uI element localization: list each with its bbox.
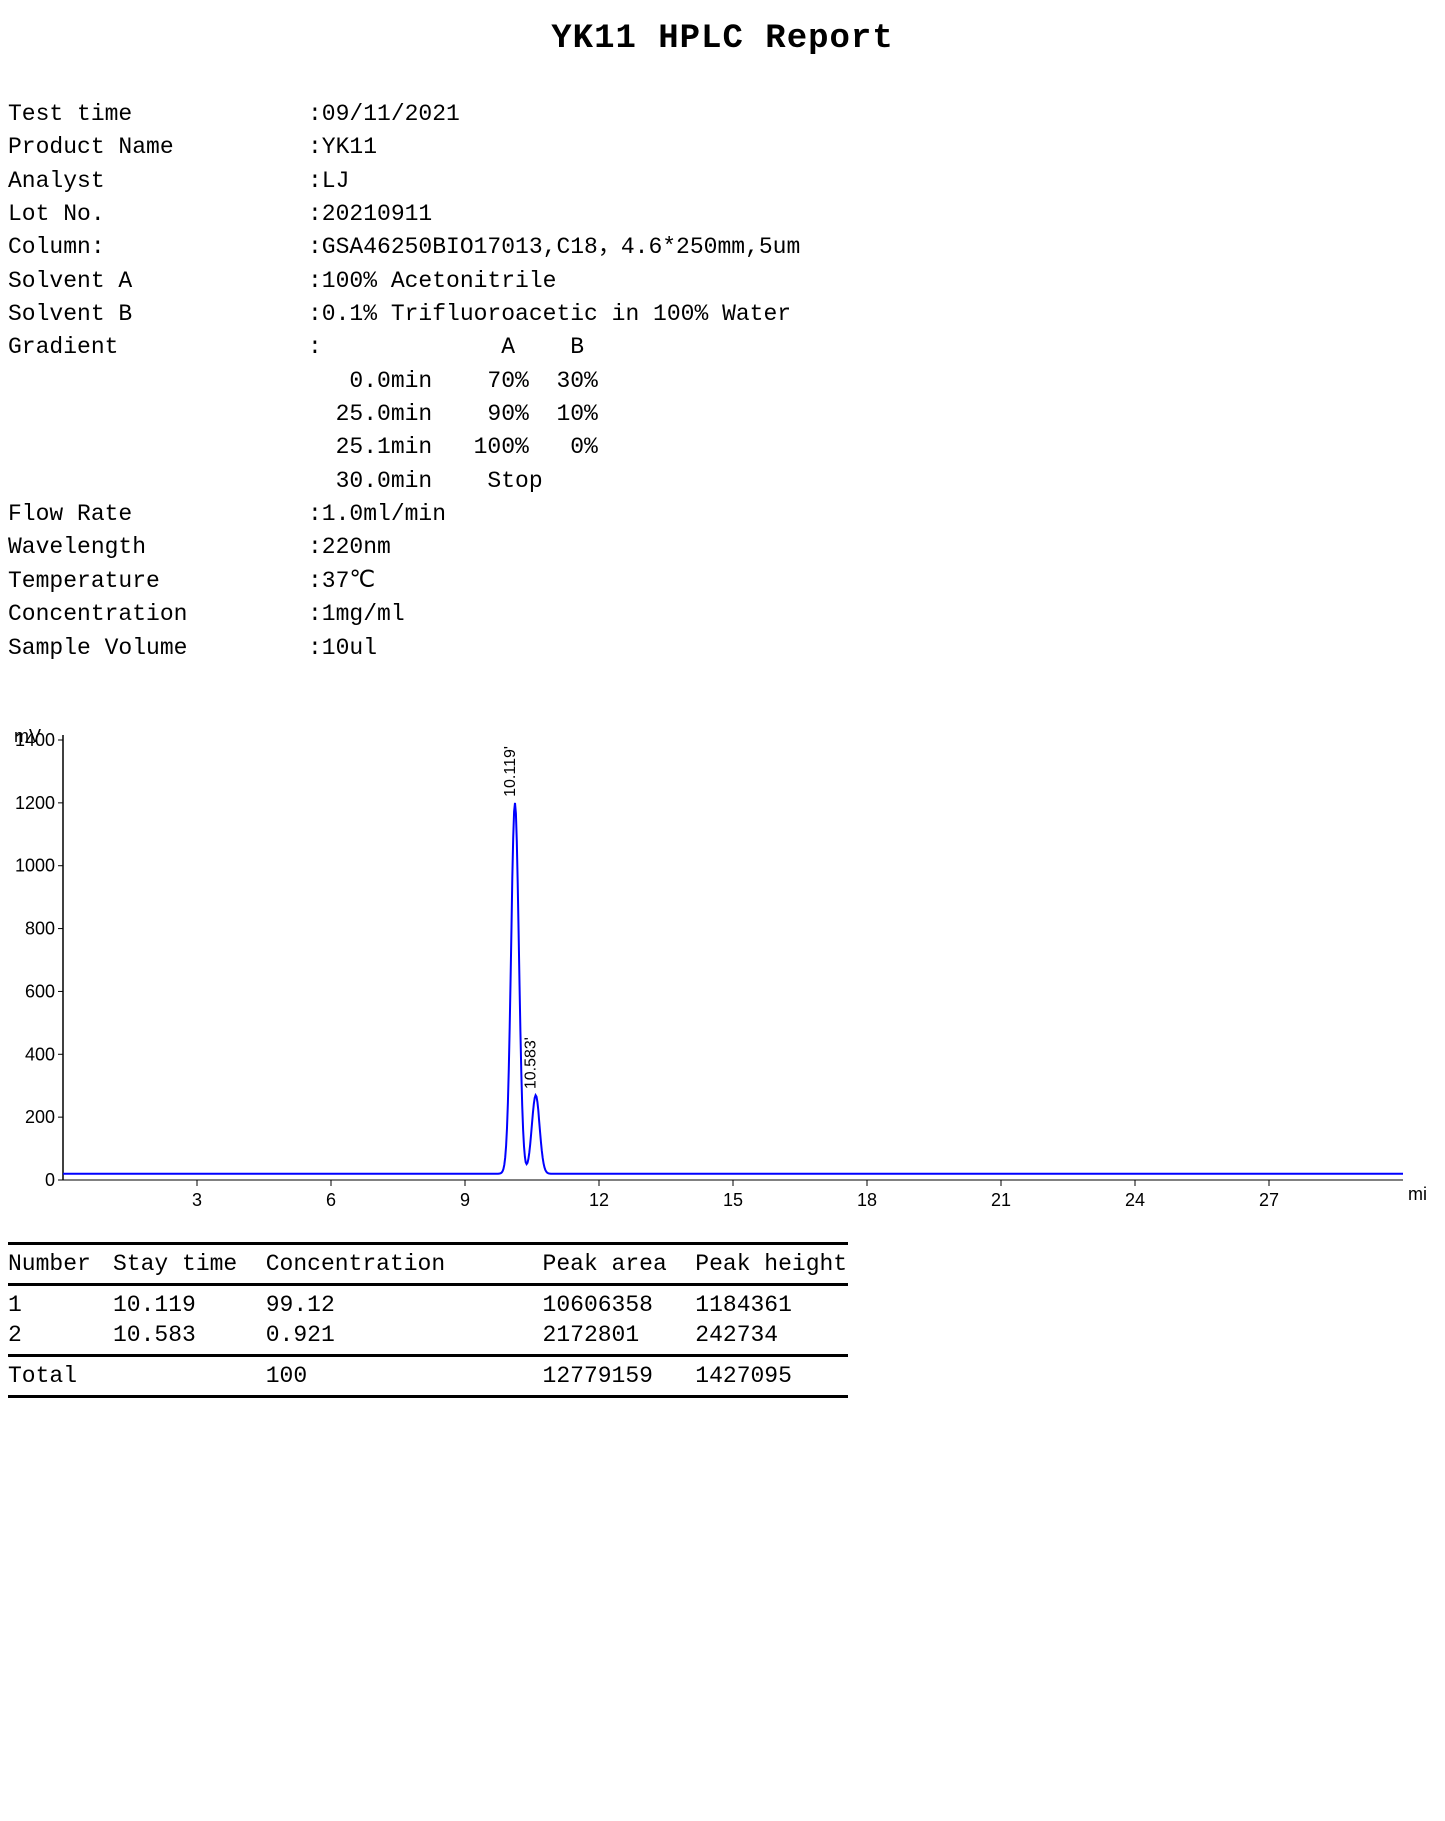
param-label: Flow Rate [8, 498, 308, 531]
svg-text:21: 21 [991, 1190, 1011, 1210]
gradient-row: 25.0min 90% 10% [308, 398, 598, 431]
table-total-row: Total 100 12779159 1427095 [8, 1361, 848, 1391]
param-value: :GSA46250BIO17013,C18，4.6*250mm,5um [308, 231, 800, 264]
param-value: :10ul [308, 632, 377, 665]
svg-text:10.119': 10.119' [502, 746, 519, 797]
report-title: YK11 HPLC Report [8, 20, 1437, 58]
cell: 0.921 [266, 1322, 543, 1348]
svg-text:9: 9 [460, 1190, 470, 1210]
table-header-row: Number Stay time Concentration Peak area… [8, 1249, 848, 1279]
svg-text:800: 800 [25, 918, 55, 938]
svg-text:18: 18 [857, 1190, 877, 1210]
param-label: Solvent A [8, 265, 308, 298]
gradient-row: 25.1min 100% 0% [308, 431, 598, 464]
cell: 12779159 [543, 1363, 696, 1389]
svg-text:6: 6 [326, 1190, 336, 1210]
table-rule [8, 1354, 848, 1357]
cell: 10606358 [543, 1292, 696, 1318]
cell: 242734 [695, 1322, 848, 1348]
col-header: Number [8, 1251, 113, 1277]
cell: 10.119 [113, 1292, 266, 1318]
param-value: :220nm [308, 531, 391, 564]
param-value: :LJ [308, 165, 349, 198]
cell: Total [8, 1363, 113, 1389]
chromatogram-chart: 0200400600800100012001400mV3691215182124… [8, 725, 1428, 1222]
col-header: Stay time [113, 1251, 266, 1277]
param-label: Analyst [8, 165, 308, 198]
cell [113, 1363, 266, 1389]
svg-text:0: 0 [45, 1170, 55, 1190]
cell: 1427095 [695, 1363, 848, 1389]
svg-text:12: 12 [589, 1190, 609, 1210]
svg-text:600: 600 [25, 981, 55, 1001]
cell: 1 [8, 1292, 113, 1318]
svg-text:15: 15 [723, 1190, 743, 1210]
cell: 10.583 [113, 1322, 266, 1348]
param-label: Concentration [8, 598, 308, 631]
table-row: 2 10.583 0.921 2172801 242734 [8, 1320, 848, 1350]
table-rule [8, 1242, 848, 1245]
col-header: Concentration [266, 1251, 543, 1277]
param-value: :09/11/2021 [308, 98, 460, 131]
cell: 99.12 [266, 1292, 543, 1318]
svg-text:10.583': 10.583' [523, 1037, 540, 1089]
param-label: Temperature [8, 565, 308, 598]
col-header: Peak area [543, 1251, 696, 1277]
chromatogram-svg: 0200400600800100012001400mV3691215182124… [8, 725, 1428, 1215]
param-label: Wavelength [8, 531, 308, 564]
param-value: :YK11 [308, 131, 377, 164]
cell: 2172801 [543, 1322, 696, 1348]
peak-table: Number Stay time Concentration Peak area… [8, 1242, 848, 1398]
svg-text:min: min [1408, 1184, 1428, 1204]
param-label: Gradient [8, 331, 308, 364]
svg-text:200: 200 [25, 1107, 55, 1127]
gradient-row: 30.0min Stop [308, 465, 543, 498]
gradient-row: 0.0min 70% 30% [308, 365, 598, 398]
svg-text:1200: 1200 [15, 793, 55, 813]
cell: 100 [266, 1363, 543, 1389]
svg-text:27: 27 [1259, 1190, 1279, 1210]
parameter-block: Test time:09/11/2021 Product Name:YK11 A… [8, 98, 1437, 665]
param-value: :0.1% Trifluoroacetic in 100% Water [308, 298, 791, 331]
svg-text:1000: 1000 [15, 856, 55, 876]
param-value: :1.0ml/min [308, 498, 446, 531]
param-value: : A B [308, 331, 584, 364]
table-rule [8, 1395, 848, 1398]
param-value: :20210911 [308, 198, 432, 231]
param-label: Column: [8, 231, 308, 264]
svg-text:3: 3 [192, 1190, 202, 1210]
table-rule [8, 1283, 848, 1286]
cell: 2 [8, 1322, 113, 1348]
param-label: Lot No. [8, 198, 308, 231]
svg-text:400: 400 [25, 1044, 55, 1064]
param-label: Sample Volume [8, 632, 308, 665]
svg-text:24: 24 [1125, 1190, 1145, 1210]
col-header: Peak height [695, 1251, 848, 1277]
cell: 1184361 [695, 1292, 848, 1318]
param-label: Solvent B [8, 298, 308, 331]
param-label: Test time [8, 98, 308, 131]
param-label: Product Name [8, 131, 308, 164]
param-value: :1mg/ml [308, 598, 405, 631]
table-row: 1 10.119 99.12 10606358 1184361 [8, 1290, 848, 1320]
param-value: :37℃ [308, 565, 375, 598]
svg-text:mV: mV [14, 726, 41, 746]
param-value: :100% Acetonitrile [308, 265, 556, 298]
